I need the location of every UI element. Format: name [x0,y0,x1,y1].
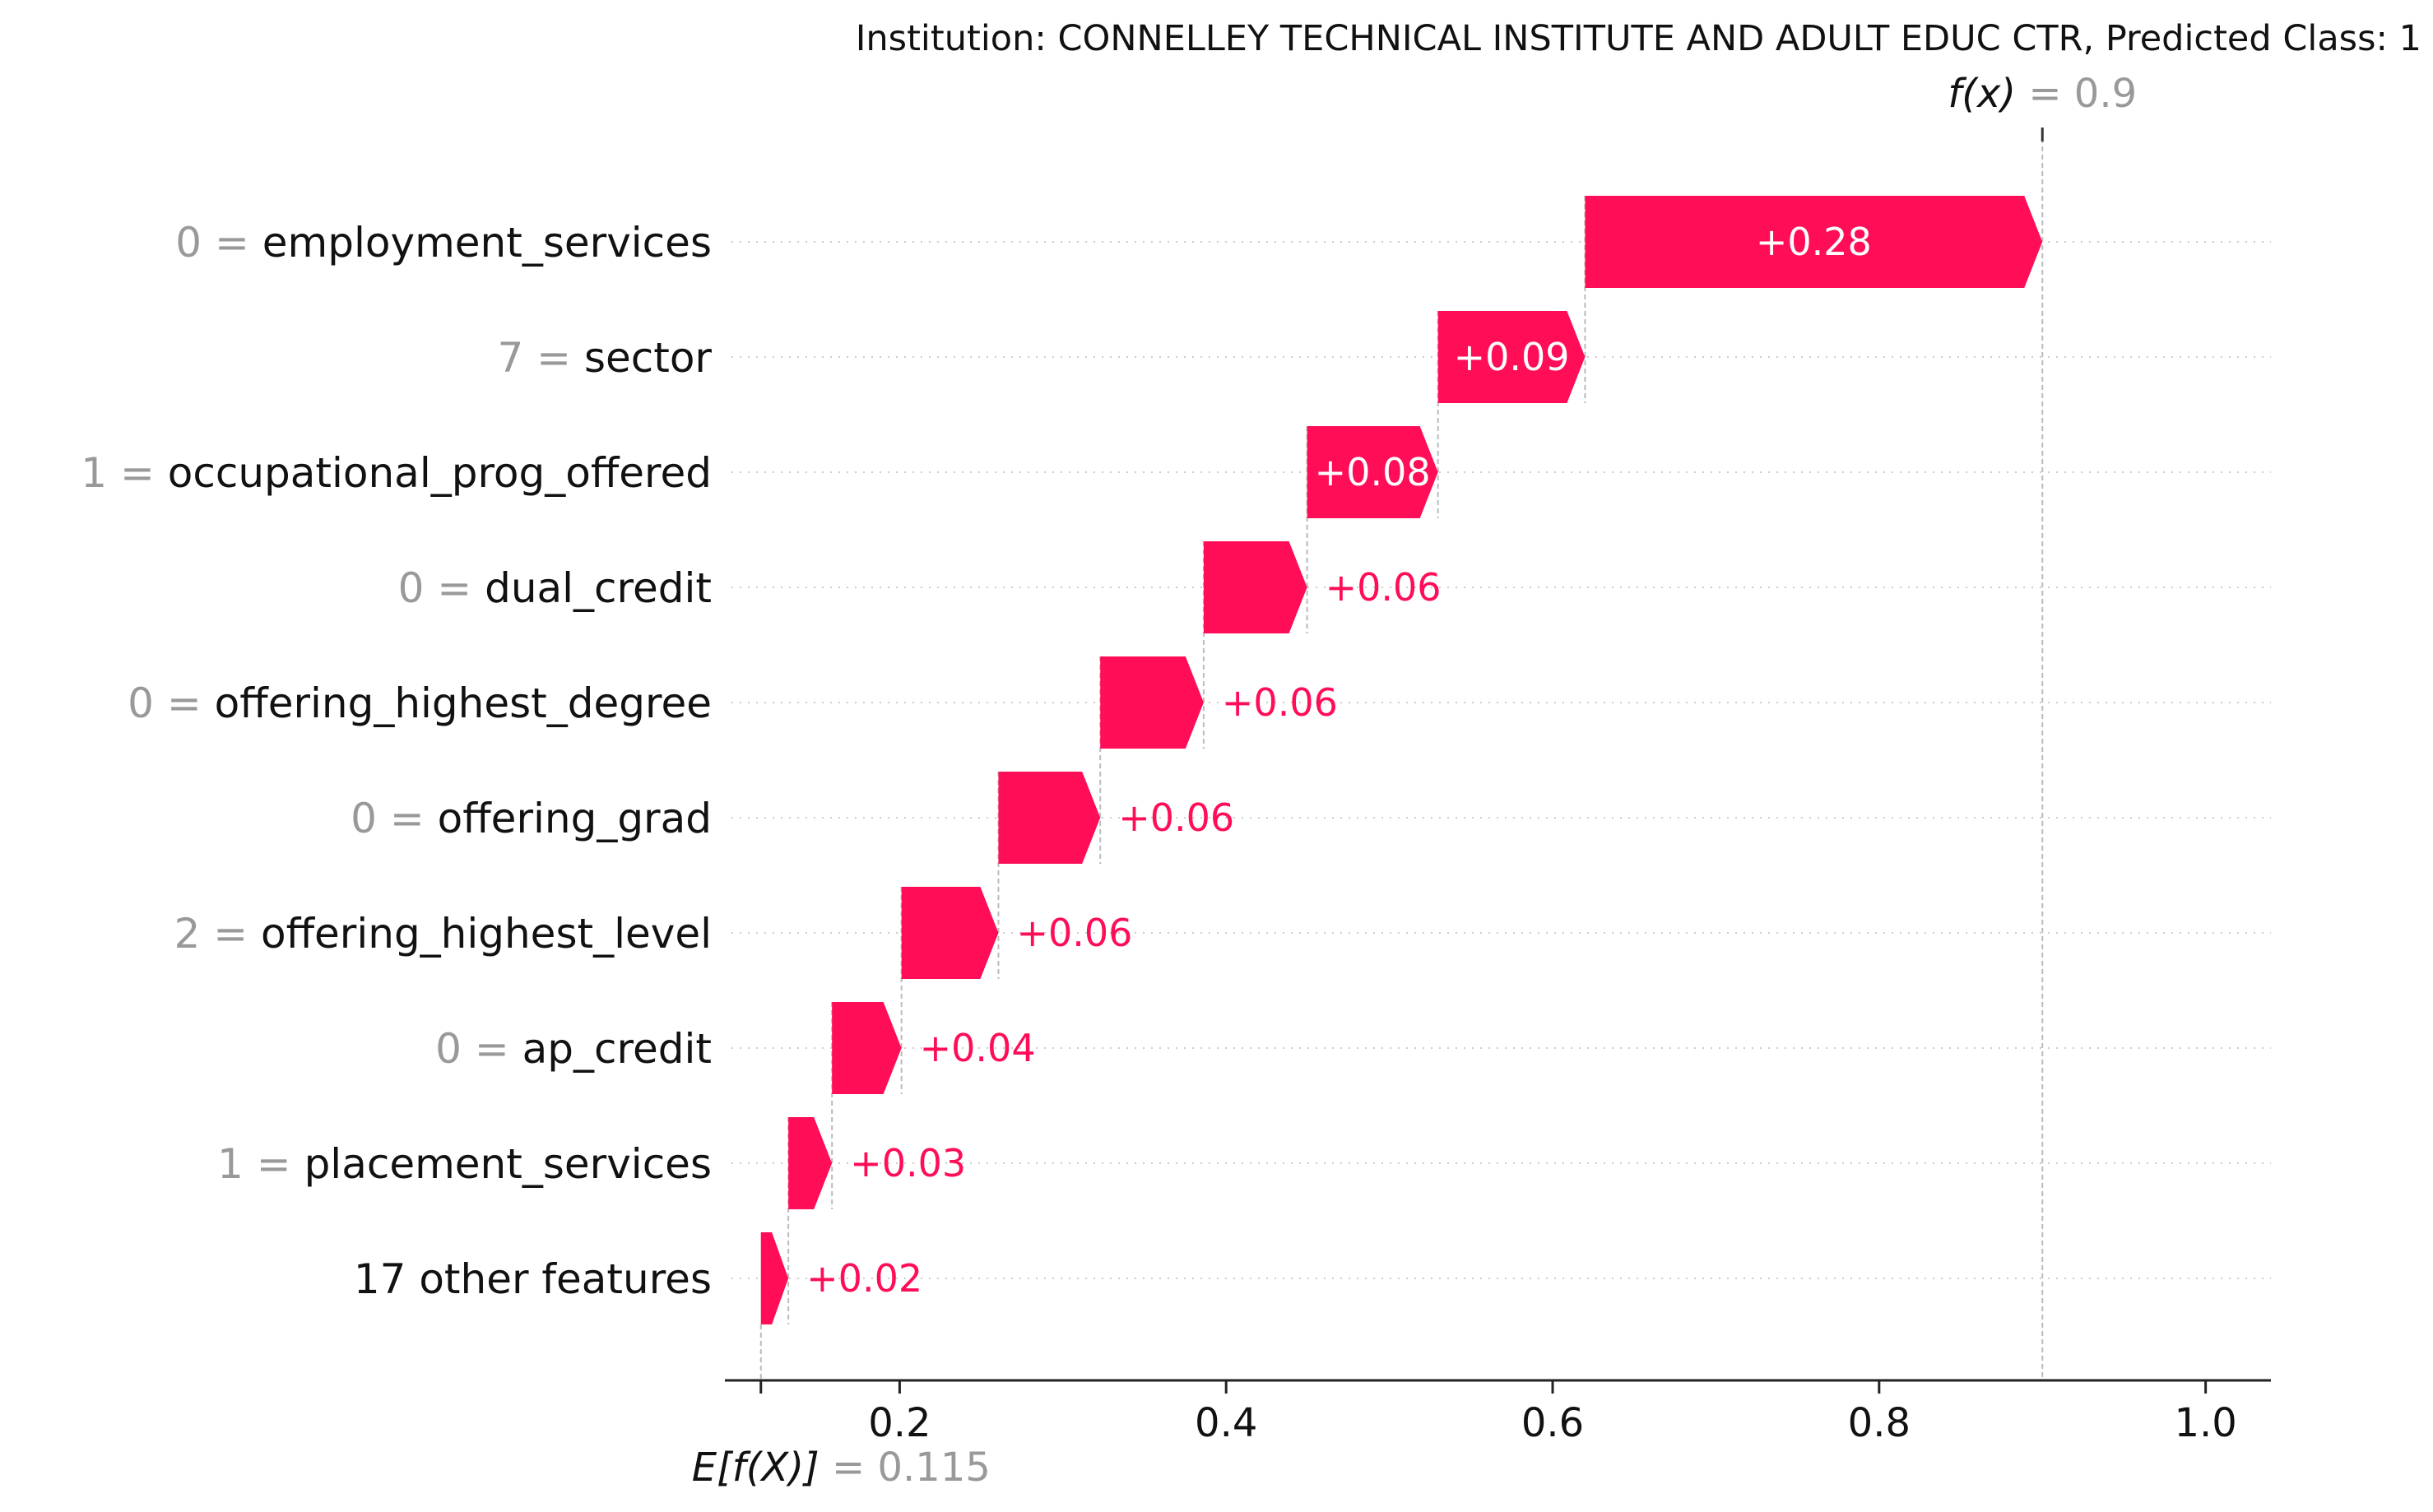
bar-offering-highest-degree [1100,656,1204,749]
bar-occupational-prog-offered [1307,426,1438,518]
bar-employment-services [1585,196,2043,288]
output-value-label: f(x) = 0.9 [1948,71,2137,117]
feature-value: 7 = [497,334,584,382]
x-tick-label: 0.8 [1848,1400,1911,1446]
bar-sector [1437,311,1586,403]
feature-value: 1 = [217,1140,304,1188]
feature-label: 0 = offering_highest_degree [128,679,712,727]
bar-offering-grad [998,772,1101,864]
bar-value-label: +0.06 [1222,680,1338,725]
output-value-number: = 0.9 [2028,71,2137,117]
feature-name: placement_services [304,1140,712,1188]
x-tick-label: 0.4 [1195,1400,1257,1446]
x-tick-label: 0.2 [868,1400,931,1446]
feature-label: 0 = offering_grad [351,795,712,842]
feature-label: 0 = dual_credit [398,564,712,612]
bar-dual-credit [1203,541,1307,633]
feature-label: 1 = occupational_prog_offered [81,449,712,497]
bar-offering-highest-level [901,887,999,979]
feature-name: offering_grad [438,795,712,842]
feature-name: dual_credit [485,564,712,612]
bar-value-label: +0.28 [1756,220,1872,264]
bar-placement-services [788,1117,833,1209]
x-tick-label: 1.0 [2174,1400,2236,1446]
bar-value-label: +0.06 [1326,565,1442,610]
feature-name: occupational_prog_offered [168,449,712,497]
feature-value: 0 = [351,795,438,842]
chart-title: Institution: CONNELLEY TECHNICAL INSTITU… [855,18,2421,59]
feature-label: 2 = offering_highest_level [174,910,713,958]
feature-label: 0 = ap_credit [435,1025,712,1073]
base-value-symbol: E[f(X)] [692,1445,832,1491]
feature-value: 1 = [81,449,168,497]
base-value-label: E[f(X)] = 0.115 [692,1445,991,1491]
feature-label: 1 = placement_services [217,1140,712,1188]
feature-value: 0 = [128,679,215,727]
feature-label: 0 = employment_services [175,219,712,267]
feature-name: offering_highest_level [261,910,712,958]
feature-name: 17 other features [354,1255,712,1303]
bar-value-label: +0.03 [850,1141,966,1185]
bar-value-label: +0.09 [1454,335,1570,379]
base-value-number: = 0.115 [832,1445,991,1491]
bar-value-label: +0.02 [806,1256,922,1301]
feature-label: 7 = sector [497,334,712,382]
bar-value-label: +0.06 [1016,911,1132,955]
bar-value-label: +0.04 [920,1026,1036,1070]
feature-name: employment_services [262,219,712,267]
feature-value: 0 = [435,1025,522,1073]
feature-label: 17 other features [354,1255,712,1303]
feature-name: sector [584,334,712,382]
feature-name: ap_credit [522,1025,712,1073]
feature-name: offering_highest_degree [215,679,712,727]
bar-value-label: +0.08 [1315,450,1431,494]
output-value-symbol: f(x) [1948,71,2028,117]
feature-value: 0 = [398,564,485,612]
bar-17-other-features [760,1232,789,1324]
bar-ap-credit [832,1002,902,1094]
bar-value-label: +0.06 [1118,795,1234,840]
x-tick-label: 0.6 [1521,1400,1584,1446]
feature-value: 0 = [175,219,262,267]
feature-value: 2 = [174,910,262,958]
